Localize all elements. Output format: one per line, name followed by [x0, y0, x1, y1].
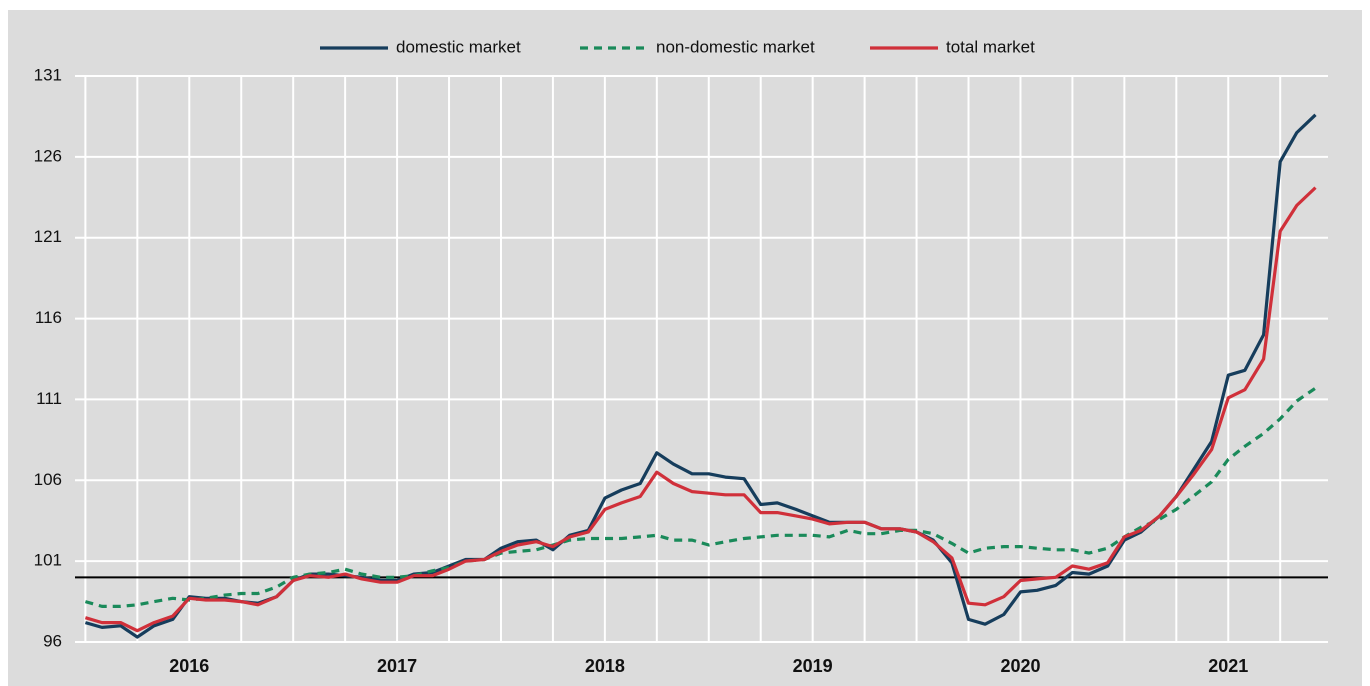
series-line: [84, 186, 1317, 633]
y-tick-label: 126: [34, 146, 62, 165]
x-tick-label: 2018: [585, 656, 625, 676]
y-tick-label: 96: [43, 631, 62, 650]
series-line: [84, 386, 1317, 608]
legend-label: non-domestic market: [656, 37, 815, 56]
y-tick-label: 101: [34, 551, 62, 570]
y-tick-label: 131: [34, 65, 62, 84]
x-tick-label: 2019: [793, 656, 833, 676]
x-tick-label: 2021: [1208, 656, 1248, 676]
legend-label: total market: [946, 37, 1035, 56]
legend-label: domestic market: [396, 37, 521, 56]
y-tick-label: 111: [36, 389, 62, 408]
x-tick-label: 2016: [169, 656, 209, 676]
x-tick-label: 2020: [1000, 656, 1040, 676]
y-tick-label: 106: [34, 470, 62, 489]
y-tick-label: 121: [34, 227, 62, 246]
y-tick-label: 116: [35, 308, 62, 327]
x-tick-label: 2017: [377, 656, 417, 676]
chart-background: [8, 10, 1362, 686]
